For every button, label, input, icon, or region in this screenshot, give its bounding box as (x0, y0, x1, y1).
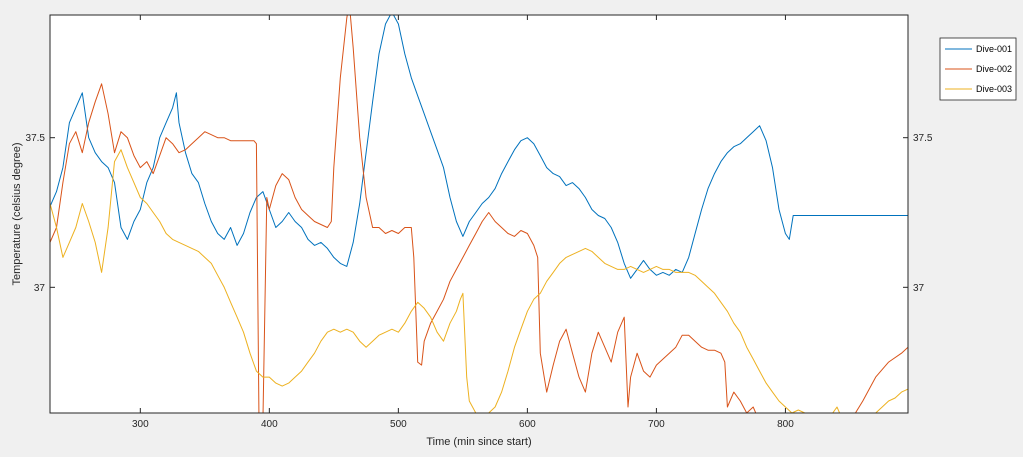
plot-area (50, 15, 908, 413)
y-tick-label-right: 37 (913, 283, 925, 294)
legend-label-1: Dive-001 (976, 44, 1012, 54)
legend: Dive-001 Dive-002 Dive-003 (939, 37, 1017, 101)
x-tick-label: 300 (132, 419, 149, 430)
series-line-1 (50, 15, 908, 279)
y-ticks: 37 37 37.5 37.5 (26, 133, 933, 294)
y-tick-label-right: 37.5 (913, 133, 933, 144)
legend-label-2: Dive-002 (976, 64, 1012, 74)
series-line-2 (50, 15, 908, 413)
x-tick-label: 800 (777, 419, 794, 430)
x-ticks: 300 400 500 600 700 800 (132, 15, 794, 430)
x-tick-label: 700 (648, 419, 665, 430)
axes (49, 14, 909, 414)
legend-label-3: Dive-003 (976, 84, 1012, 94)
y-axis-label: Temperature (celsius degree) (11, 142, 23, 285)
x-tick-label: 500 (390, 419, 407, 430)
y-tick-label-left: 37 (34, 283, 46, 294)
x-tick-label: 600 (519, 419, 536, 430)
x-tick-label: 400 (261, 419, 278, 430)
axes-box (49, 14, 909, 414)
x-axis-label: Time (min since start) (426, 436, 531, 448)
series-group (50, 15, 908, 413)
y-tick-label-left: 37.5 (26, 133, 46, 144)
series-line-3 (50, 149, 908, 413)
